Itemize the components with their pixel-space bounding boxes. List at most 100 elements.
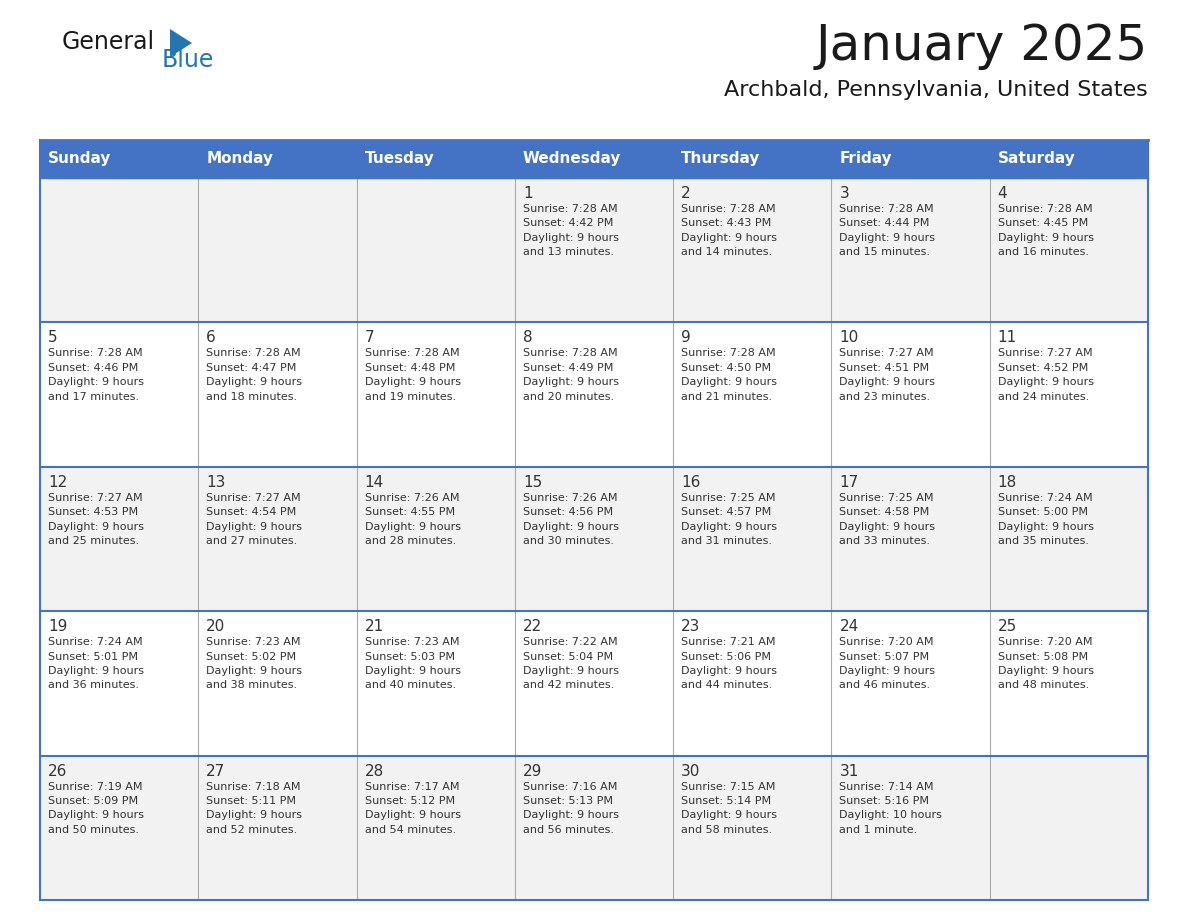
Bar xyxy=(832,466,990,611)
Bar xyxy=(198,466,356,611)
Text: 28: 28 xyxy=(365,764,384,778)
Bar xyxy=(832,178,990,322)
Text: Thursday: Thursday xyxy=(681,151,760,166)
Text: General: General xyxy=(62,30,156,54)
Bar xyxy=(674,756,832,900)
Bar xyxy=(674,140,832,178)
Text: 4: 4 xyxy=(998,186,1007,201)
Text: 22: 22 xyxy=(523,620,542,634)
Polygon shape xyxy=(170,29,192,57)
Text: 23: 23 xyxy=(681,620,701,634)
Bar xyxy=(674,178,832,322)
Text: 14: 14 xyxy=(365,475,384,490)
Text: Sunrise: 7:27 AM
Sunset: 4:51 PM
Daylight: 9 hours
and 23 minutes.: Sunrise: 7:27 AM Sunset: 4:51 PM Dayligh… xyxy=(840,349,935,401)
Bar xyxy=(40,178,198,322)
Bar xyxy=(674,466,832,611)
Bar xyxy=(990,322,1148,466)
Text: Sunday: Sunday xyxy=(48,151,112,166)
Bar xyxy=(514,322,674,466)
Bar xyxy=(198,140,356,178)
Text: Blue: Blue xyxy=(162,48,214,72)
Text: 21: 21 xyxy=(365,620,384,634)
Bar xyxy=(832,611,990,756)
Text: Sunrise: 7:23 AM
Sunset: 5:02 PM
Daylight: 9 hours
and 38 minutes.: Sunrise: 7:23 AM Sunset: 5:02 PM Dayligh… xyxy=(207,637,302,690)
Bar xyxy=(198,756,356,900)
Text: Sunrise: 7:23 AM
Sunset: 5:03 PM
Daylight: 9 hours
and 40 minutes.: Sunrise: 7:23 AM Sunset: 5:03 PM Dayligh… xyxy=(365,637,461,690)
Text: Sunrise: 7:24 AM
Sunset: 5:01 PM
Daylight: 9 hours
and 36 minutes.: Sunrise: 7:24 AM Sunset: 5:01 PM Dayligh… xyxy=(48,637,144,690)
Text: 2: 2 xyxy=(681,186,690,201)
Bar xyxy=(990,178,1148,322)
Text: Sunrise: 7:28 AM
Sunset: 4:47 PM
Daylight: 9 hours
and 18 minutes.: Sunrise: 7:28 AM Sunset: 4:47 PM Dayligh… xyxy=(207,349,302,401)
Text: 17: 17 xyxy=(840,475,859,490)
Text: 12: 12 xyxy=(48,475,68,490)
Bar xyxy=(40,322,198,466)
Bar xyxy=(356,178,514,322)
Text: Sunrise: 7:28 AM
Sunset: 4:48 PM
Daylight: 9 hours
and 19 minutes.: Sunrise: 7:28 AM Sunset: 4:48 PM Dayligh… xyxy=(365,349,461,401)
Text: Sunrise: 7:20 AM
Sunset: 5:08 PM
Daylight: 9 hours
and 48 minutes.: Sunrise: 7:20 AM Sunset: 5:08 PM Dayligh… xyxy=(998,637,1094,690)
Bar xyxy=(674,611,832,756)
Text: 8: 8 xyxy=(523,330,532,345)
Bar xyxy=(674,322,832,466)
Text: Sunrise: 7:27 AM
Sunset: 4:54 PM
Daylight: 9 hours
and 27 minutes.: Sunrise: 7:27 AM Sunset: 4:54 PM Dayligh… xyxy=(207,493,302,546)
Text: 6: 6 xyxy=(207,330,216,345)
Text: 18: 18 xyxy=(998,475,1017,490)
Bar xyxy=(514,756,674,900)
Text: Sunrise: 7:21 AM
Sunset: 5:06 PM
Daylight: 9 hours
and 44 minutes.: Sunrise: 7:21 AM Sunset: 5:06 PM Dayligh… xyxy=(681,637,777,690)
Bar xyxy=(832,756,990,900)
Text: Sunrise: 7:28 AM
Sunset: 4:45 PM
Daylight: 9 hours
and 16 minutes.: Sunrise: 7:28 AM Sunset: 4:45 PM Dayligh… xyxy=(998,204,1094,257)
Text: Sunrise: 7:17 AM
Sunset: 5:12 PM
Daylight: 9 hours
and 54 minutes.: Sunrise: 7:17 AM Sunset: 5:12 PM Dayligh… xyxy=(365,781,461,834)
Text: Sunrise: 7:28 AM
Sunset: 4:44 PM
Daylight: 9 hours
and 15 minutes.: Sunrise: 7:28 AM Sunset: 4:44 PM Dayligh… xyxy=(840,204,935,257)
Text: Sunrise: 7:25 AM
Sunset: 4:57 PM
Daylight: 9 hours
and 31 minutes.: Sunrise: 7:25 AM Sunset: 4:57 PM Dayligh… xyxy=(681,493,777,546)
Bar xyxy=(356,466,514,611)
Text: Saturday: Saturday xyxy=(998,151,1075,166)
Text: 3: 3 xyxy=(840,186,849,201)
Text: Tuesday: Tuesday xyxy=(365,151,435,166)
Text: Sunrise: 7:28 AM
Sunset: 4:50 PM
Daylight: 9 hours
and 21 minutes.: Sunrise: 7:28 AM Sunset: 4:50 PM Dayligh… xyxy=(681,349,777,401)
Text: Sunrise: 7:18 AM
Sunset: 5:11 PM
Daylight: 9 hours
and 52 minutes.: Sunrise: 7:18 AM Sunset: 5:11 PM Dayligh… xyxy=(207,781,302,834)
Text: 27: 27 xyxy=(207,764,226,778)
Bar xyxy=(356,322,514,466)
Text: 13: 13 xyxy=(207,475,226,490)
Bar xyxy=(514,178,674,322)
Text: Sunrise: 7:20 AM
Sunset: 5:07 PM
Daylight: 9 hours
and 46 minutes.: Sunrise: 7:20 AM Sunset: 5:07 PM Dayligh… xyxy=(840,637,935,690)
Text: Wednesday: Wednesday xyxy=(523,151,621,166)
Text: 5: 5 xyxy=(48,330,58,345)
Text: 26: 26 xyxy=(48,764,68,778)
Text: 19: 19 xyxy=(48,620,68,634)
Text: Sunrise: 7:16 AM
Sunset: 5:13 PM
Daylight: 9 hours
and 56 minutes.: Sunrise: 7:16 AM Sunset: 5:13 PM Dayligh… xyxy=(523,781,619,834)
Bar xyxy=(990,756,1148,900)
Text: 29: 29 xyxy=(523,764,542,778)
Text: January 2025: January 2025 xyxy=(816,22,1148,70)
Text: 9: 9 xyxy=(681,330,691,345)
Text: 30: 30 xyxy=(681,764,701,778)
Text: 7: 7 xyxy=(365,330,374,345)
Text: 25: 25 xyxy=(998,620,1017,634)
Bar xyxy=(40,140,198,178)
Bar xyxy=(40,466,198,611)
Bar xyxy=(832,140,990,178)
Bar xyxy=(40,756,198,900)
Text: Sunrise: 7:22 AM
Sunset: 5:04 PM
Daylight: 9 hours
and 42 minutes.: Sunrise: 7:22 AM Sunset: 5:04 PM Dayligh… xyxy=(523,637,619,690)
Bar xyxy=(990,466,1148,611)
Text: Sunrise: 7:26 AM
Sunset: 4:56 PM
Daylight: 9 hours
and 30 minutes.: Sunrise: 7:26 AM Sunset: 4:56 PM Dayligh… xyxy=(523,493,619,546)
Text: Sunrise: 7:28 AM
Sunset: 4:46 PM
Daylight: 9 hours
and 17 minutes.: Sunrise: 7:28 AM Sunset: 4:46 PM Dayligh… xyxy=(48,349,144,401)
Text: 24: 24 xyxy=(840,620,859,634)
Text: 1: 1 xyxy=(523,186,532,201)
Text: 20: 20 xyxy=(207,620,226,634)
Bar xyxy=(198,611,356,756)
Bar xyxy=(514,466,674,611)
Text: Sunrise: 7:28 AM
Sunset: 4:43 PM
Daylight: 9 hours
and 14 minutes.: Sunrise: 7:28 AM Sunset: 4:43 PM Dayligh… xyxy=(681,204,777,257)
Text: Sunrise: 7:19 AM
Sunset: 5:09 PM
Daylight: 9 hours
and 50 minutes.: Sunrise: 7:19 AM Sunset: 5:09 PM Dayligh… xyxy=(48,781,144,834)
Bar xyxy=(990,140,1148,178)
Text: 31: 31 xyxy=(840,764,859,778)
Text: 10: 10 xyxy=(840,330,859,345)
Bar xyxy=(198,322,356,466)
Text: 16: 16 xyxy=(681,475,701,490)
Text: Archbald, Pennsylvania, United States: Archbald, Pennsylvania, United States xyxy=(725,80,1148,100)
Text: Sunrise: 7:27 AM
Sunset: 4:53 PM
Daylight: 9 hours
and 25 minutes.: Sunrise: 7:27 AM Sunset: 4:53 PM Dayligh… xyxy=(48,493,144,546)
Bar xyxy=(832,322,990,466)
Bar xyxy=(356,756,514,900)
Text: Sunrise: 7:14 AM
Sunset: 5:16 PM
Daylight: 10 hours
and 1 minute.: Sunrise: 7:14 AM Sunset: 5:16 PM Dayligh… xyxy=(840,781,942,834)
Text: 11: 11 xyxy=(998,330,1017,345)
Text: Sunrise: 7:27 AM
Sunset: 4:52 PM
Daylight: 9 hours
and 24 minutes.: Sunrise: 7:27 AM Sunset: 4:52 PM Dayligh… xyxy=(998,349,1094,401)
